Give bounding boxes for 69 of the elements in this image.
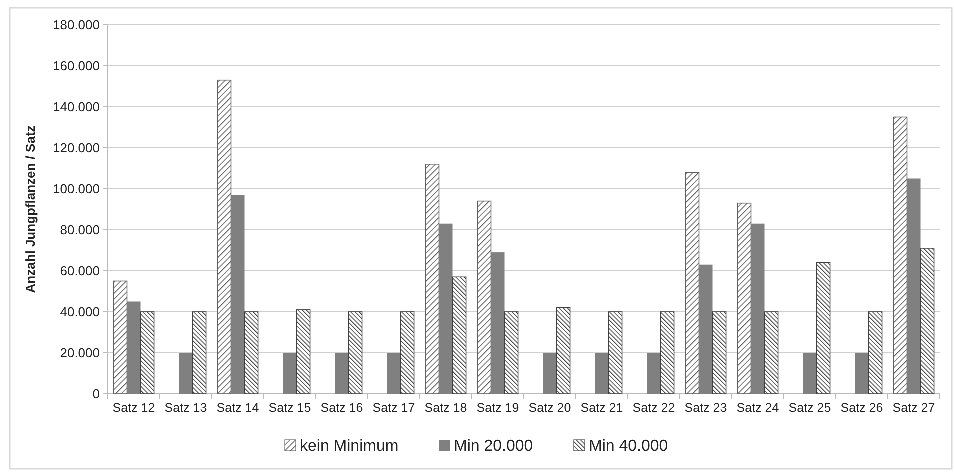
bar (439, 224, 453, 394)
bar (868, 312, 883, 394)
y-tick-label: 80.000 (60, 222, 100, 238)
bar (477, 200, 492, 394)
bar (140, 312, 155, 394)
bar (231, 195, 245, 394)
y-tick-label: 40.000 (60, 304, 100, 320)
bar (504, 312, 519, 394)
bar (712, 312, 727, 394)
bar (647, 353, 661, 394)
bar (893, 116, 908, 394)
bar (556, 308, 571, 394)
bar (907, 178, 921, 394)
x-tick-label: Satz 23 (684, 401, 728, 415)
bar (608, 312, 623, 394)
x-tick-label: Satz 13 (164, 401, 208, 415)
bar (283, 353, 297, 394)
bar (452, 276, 467, 394)
bar (737, 202, 752, 394)
x-tick-label: Satz 25 (788, 401, 832, 415)
x-tick-label: Satz 24 (736, 401, 780, 415)
bar (855, 353, 869, 394)
x-tick-label: Satz 17 (372, 401, 416, 415)
x-tick-label: Satz 12 (112, 401, 156, 415)
bar (803, 353, 817, 394)
bar (192, 312, 207, 394)
y-tick-label: 60.000 (60, 264, 100, 279)
y-tick-label: 120.000 (53, 140, 100, 156)
bar (296, 310, 311, 394)
x-tick-label: Satz 19 (476, 401, 520, 415)
bar (425, 164, 440, 394)
x-tick-label: Satz 14 (216, 401, 260, 415)
x-tick-label: Satz 15 (268, 401, 312, 415)
bar (244, 312, 259, 394)
y-tick-label: 180.000 (53, 18, 100, 33)
y-tick-label: 160.000 (53, 58, 100, 74)
bar (335, 353, 349, 394)
bar (348, 312, 363, 394)
x-tick-label: Satz 27 (892, 401, 936, 415)
x-tick-label: Satz 18 (424, 401, 468, 415)
bar (595, 353, 609, 394)
bar (699, 264, 713, 394)
legend-label: kein Minimum (300, 438, 399, 455)
bar (387, 353, 401, 394)
bar (543, 353, 557, 394)
x-tick-label: Satz 26 (840, 401, 884, 415)
bar (764, 312, 779, 394)
y-tick-label: 20.000 (60, 346, 100, 361)
legend-label: Min 40.000 (589, 438, 668, 455)
bar (179, 353, 193, 394)
bar (400, 312, 415, 394)
x-tick-label: Satz 16 (320, 401, 364, 415)
bar (920, 248, 935, 394)
bar (685, 172, 700, 394)
bar (491, 252, 505, 394)
bar (751, 224, 765, 394)
bar (127, 302, 141, 394)
bar (816, 262, 831, 394)
y-axis-title: Anzahl Jungpflanzen / Satz (23, 125, 38, 294)
y-tick-label: 100.000 (53, 182, 100, 197)
y-tick-label: 0 (92, 386, 100, 402)
y-tick-label: 140.000 (53, 100, 100, 115)
x-tick-label: Satz 20 (528, 401, 572, 415)
bar (660, 312, 675, 394)
bar (217, 80, 232, 394)
x-tick-label: Satz 21 (580, 401, 624, 415)
bar (113, 280, 128, 394)
legend-label: Min 20.000 (454, 438, 534, 455)
x-tick-label: Satz 22 (632, 401, 676, 415)
